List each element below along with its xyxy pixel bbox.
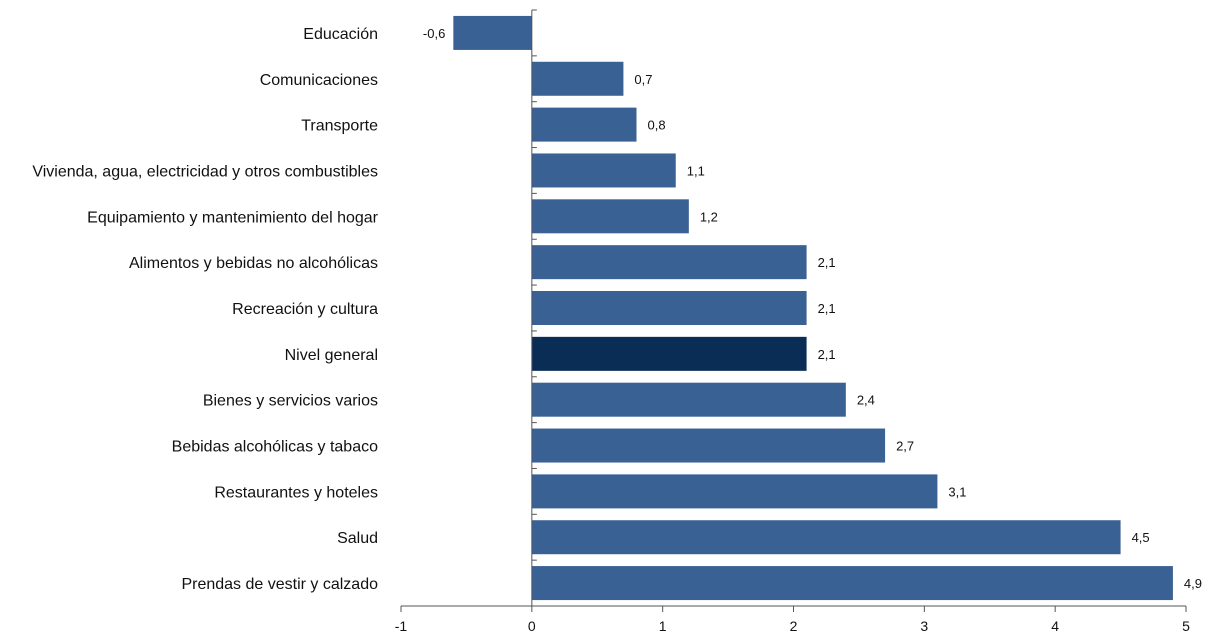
x-tick-label: 3 xyxy=(920,618,928,634)
bar xyxy=(531,520,1121,555)
category-label: Restaurantes y hoteles xyxy=(214,484,378,501)
value-label: 2,4 xyxy=(857,393,875,408)
category-label: Transporte xyxy=(301,118,378,135)
bar xyxy=(453,15,532,50)
x-tick-label: 0 xyxy=(528,618,536,634)
bar xyxy=(531,474,938,509)
value-label: 3,1 xyxy=(948,484,966,499)
category-label: Salud xyxy=(337,530,378,547)
category-label: Comunicaciones xyxy=(260,72,378,89)
bar xyxy=(531,61,624,96)
bar xyxy=(531,107,637,142)
category-label: Vivienda, agua, electricidad y otros com… xyxy=(32,163,378,180)
category-label: Bebidas alcohólicas y tabaco xyxy=(172,439,378,456)
category-label: Bienes y servicios varios xyxy=(203,393,378,410)
category-label: Recreación y cultura xyxy=(232,301,378,318)
value-label: 2,1 xyxy=(818,347,836,362)
value-label: -0,6 xyxy=(423,26,445,41)
x-tick-label: -1 xyxy=(395,618,408,634)
bar xyxy=(531,428,886,463)
x-tick-label: 5 xyxy=(1182,618,1190,634)
value-label: 4,9 xyxy=(1184,576,1202,591)
category-label: Alimentos y bebidas no alcohólicas xyxy=(129,255,378,272)
bar xyxy=(531,336,807,371)
bar xyxy=(531,566,1173,601)
value-label: 0,7 xyxy=(634,72,652,87)
bar xyxy=(531,382,846,417)
category-label: Educación xyxy=(303,26,378,43)
x-tick-label: 2 xyxy=(790,618,798,634)
value-label: 2,7 xyxy=(896,439,914,454)
bar xyxy=(531,245,807,280)
category-label: Nivel general xyxy=(285,347,378,364)
x-tick-label: 4 xyxy=(1051,618,1059,634)
category-label: Equipamiento y mantenimiento del hogar xyxy=(87,209,379,226)
value-label: 1,1 xyxy=(687,163,705,178)
value-label: 4,5 xyxy=(1132,530,1150,545)
bar xyxy=(531,291,807,325)
bar xyxy=(531,153,676,188)
axes-group xyxy=(400,9,1187,612)
bar xyxy=(531,199,689,234)
value-label: 2,1 xyxy=(818,301,836,316)
value-label: 1,2 xyxy=(700,209,718,224)
x-tick-label: 1 xyxy=(659,618,667,634)
value-label: 0,8 xyxy=(648,118,666,133)
bars-group xyxy=(453,15,1173,601)
labels-group: Educación -0,6 Comunicaciones 0,7 Transporte… xyxy=(32,26,1202,634)
value-label: 2,1 xyxy=(818,255,836,270)
category-label: Prendas de vestir y calzado xyxy=(181,576,378,593)
